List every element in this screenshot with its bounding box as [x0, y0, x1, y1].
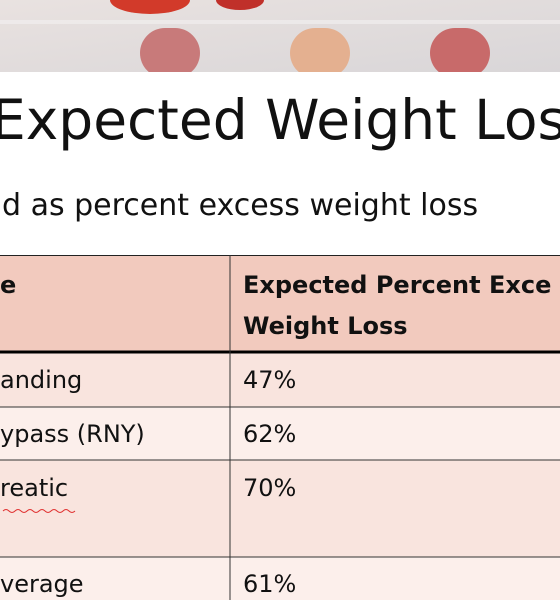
table-cell: anding — [0, 366, 83, 394]
table-grid — [0, 255, 560, 600]
header-cell: e — [0, 271, 17, 299]
subtitle: d as percent excess weight loss — [2, 188, 479, 223]
table-cell: verage — [0, 570, 84, 598]
header-cell: Expected Percent Exce Weight Loss — [243, 271, 552, 340]
table-cell: 62% — [243, 420, 297, 448]
title: Expected Weight Los — [0, 88, 560, 152]
table-cell: 70% — [243, 474, 297, 502]
header-image — [0, 0, 560, 72]
table-cell: reatic — [0, 474, 69, 502]
table-cell: ypass (RNY) — [0, 420, 145, 448]
table-cell: 47% — [243, 366, 297, 394]
table-cell: 61% — [243, 570, 297, 598]
